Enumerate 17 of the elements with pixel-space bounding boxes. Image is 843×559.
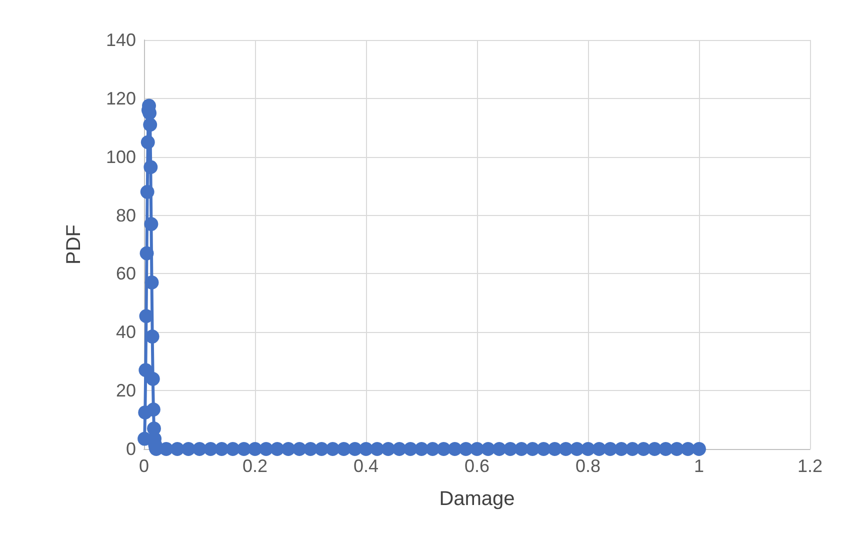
x-axis-title: Damage: [439, 488, 515, 510]
y-tick-label: 40: [116, 322, 136, 342]
y-tick-label: 0: [126, 439, 136, 459]
x-tick-label: 0.2: [242, 456, 268, 476]
y-tick-label: 120: [106, 88, 136, 108]
x-tick-label: 1.2: [797, 456, 823, 476]
x-tick-label: 0.8: [575, 456, 601, 476]
x-tick-label: 0: [138, 456, 150, 476]
y-tick-label: 60: [116, 264, 136, 284]
x-tick-label: 0.4: [353, 456, 379, 476]
y-tick-label: 80: [116, 205, 136, 226]
y-axis-title: PDF: [63, 224, 85, 264]
x-tick-label: 1: [694, 456, 704, 476]
y-tick-label: 20: [116, 380, 136, 401]
x-tick-label: 0.6: [464, 456, 490, 476]
y-tick-label: 140: [106, 30, 136, 50]
y-tick-label: 100: [106, 146, 136, 167]
